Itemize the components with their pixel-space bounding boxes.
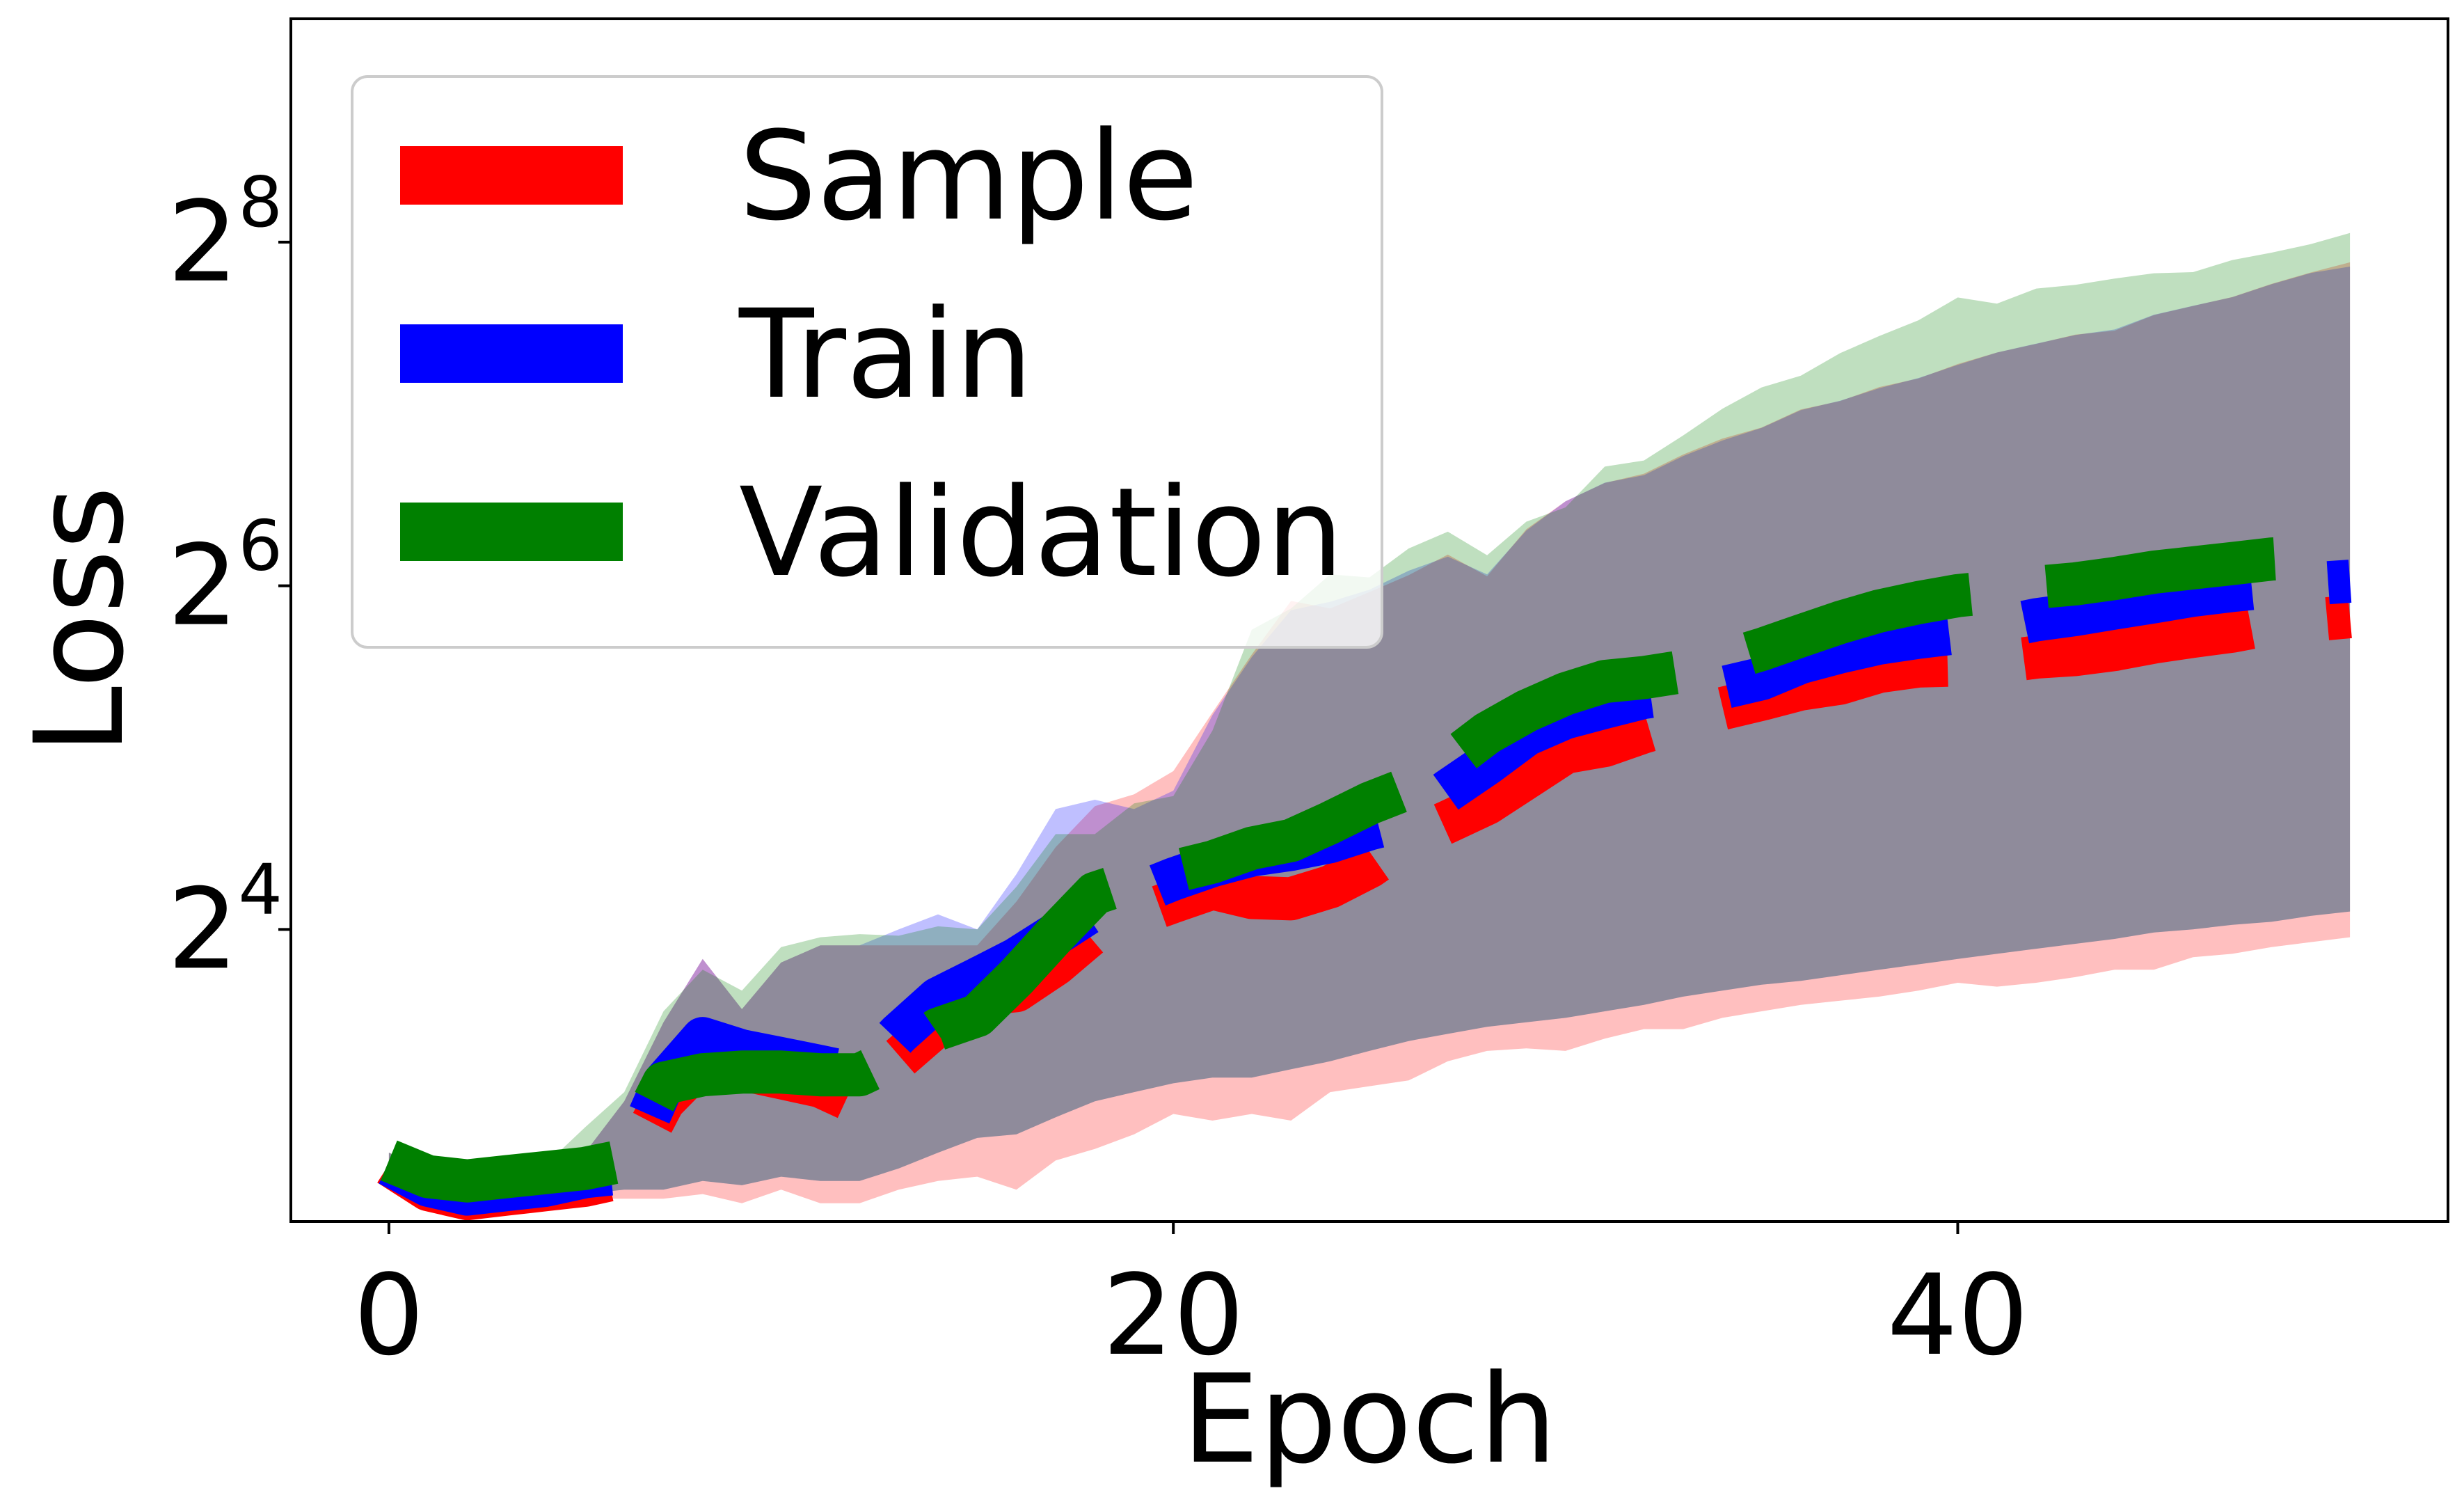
band-train bbox=[388, 267, 2351, 1199]
band-sample bbox=[388, 262, 2351, 1203]
legend-swatch-sample bbox=[400, 146, 623, 205]
y-axis-ticks: 24 26 28 bbox=[168, 161, 291, 994]
legend-label-validation: Validation bbox=[739, 461, 1344, 604]
legend-swatch-train bbox=[400, 324, 623, 383]
band-validation bbox=[388, 232, 2351, 1199]
y-tick-label: 24 bbox=[168, 848, 283, 994]
line-train bbox=[379, 560, 2352, 1216]
y-tick-label: 26 bbox=[168, 505, 283, 651]
x-axis-label: Epoch bbox=[1182, 1348, 1557, 1491]
y-tick-label: 28 bbox=[168, 161, 283, 307]
confidence-bands bbox=[388, 232, 2351, 1203]
legend-label-train: Train bbox=[738, 283, 1033, 426]
legend: Sample Train Validation bbox=[351, 75, 1383, 649]
y-axis-label: Loss bbox=[8, 486, 151, 754]
x-tick-label: 40 bbox=[1887, 1250, 2029, 1380]
plot-frame bbox=[289, 17, 2449, 1223]
x-axis-ticks: 0 20 40 bbox=[353, 1222, 2028, 1380]
series-lines bbox=[377, 531, 2352, 1221]
x-tick-label: 20 bbox=[1102, 1250, 1244, 1380]
x-tick-label: 0 bbox=[353, 1250, 424, 1380]
line-validation bbox=[381, 531, 2352, 1203]
legend-label-sample: Sample bbox=[739, 105, 1198, 248]
legend-swatch-validation bbox=[400, 503, 623, 561]
